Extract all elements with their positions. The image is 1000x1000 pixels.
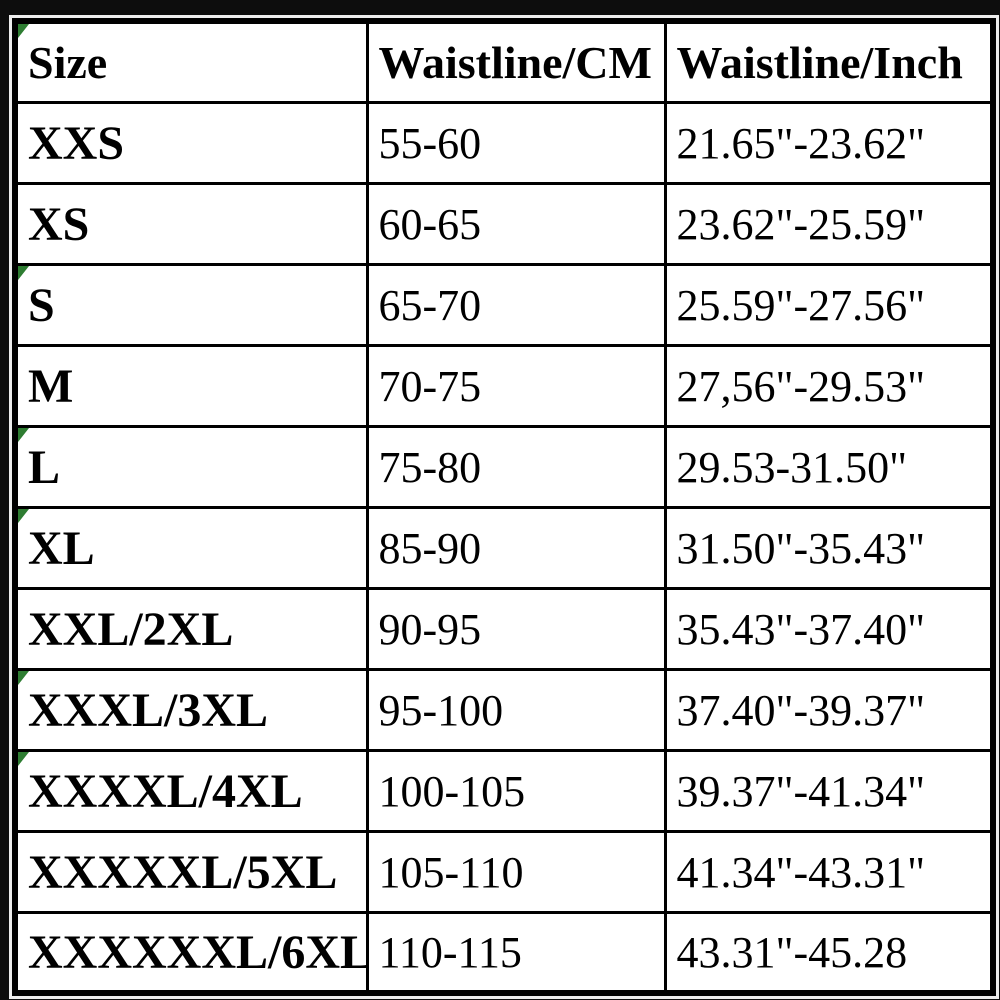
size-label: XXXXXL/5XL (28, 845, 338, 899)
size-cell: M (13, 343, 369, 428)
size-cell: L (13, 424, 369, 509)
size-cell: XXXXXXL/6XL (13, 910, 369, 995)
table-row: S 65-70 25.59"-27.56" (13, 262, 995, 347)
size-cell: XS (13, 181, 369, 266)
waistline-inch-value: 39.37"-41.34" (676, 766, 926, 816)
waistline-cm-cell: 105-110 (365, 829, 667, 914)
waistline-inch-value: 29.53-31.50" (676, 442, 908, 492)
cell-corner-marker (18, 24, 29, 38)
cell-corner-marker (18, 510, 29, 523)
header-label-waistline-inch: Waistline/Inch (676, 37, 963, 89)
waistline-cm-cell: 90-95 (365, 586, 667, 671)
size-cell: XXXXL/4XL (13, 748, 369, 833)
waistline-cm-value: 65-70 (378, 280, 482, 330)
size-label: XXXL/3XL (28, 683, 269, 737)
waistline-inch-value: 25.59"-27.56" (676, 280, 926, 330)
waistline-cm-cell: 60-65 (365, 181, 667, 266)
size-cell: XXL/2XL (13, 586, 369, 671)
waistline-cm-cell: 75-80 (365, 424, 667, 509)
table-row: XXXL/3XL 95-100 37.40"-39.37" (13, 667, 995, 752)
waistline-inch-value: 35.43"-37.40" (676, 604, 926, 654)
waistline-inch-cell: 29.53-31.50" (663, 424, 995, 509)
size-cell: XL (13, 505, 369, 590)
waistline-inch-value: 21.65"-23.62" (676, 118, 926, 168)
cell-corner-marker (18, 429, 29, 442)
waistline-cm-value: 90-95 (378, 604, 482, 654)
waistline-cm-value: 70-75 (378, 361, 482, 411)
waistline-inch-cell: 25.59"-27.56" (663, 262, 995, 347)
waistline-inch-cell: 21.65"-23.62" (663, 100, 995, 185)
waistline-inch-cell: 35.43"-37.40" (663, 586, 995, 671)
cell-corner-marker (18, 267, 29, 280)
table-row: M 70-75 27,56"-29.53" (13, 343, 995, 428)
waistline-inch-value: 31.50"-35.43" (676, 523, 926, 573)
waistline-inch-cell: 37.40"-39.37" (663, 667, 995, 752)
header-row: Size Waistline/CM Waistline/Inch (13, 19, 995, 104)
cell-corner-marker (18, 753, 29, 766)
size-label: XS (28, 197, 90, 251)
waistline-inch-cell: 27,56"-29.53" (663, 343, 995, 428)
waistline-cm-value: 100-105 (378, 766, 526, 816)
header-label-waistline-cm: Waistline/CM (378, 37, 652, 89)
size-label: M (28, 359, 74, 413)
table-row: L 75-80 29.53-31.50" (13, 424, 995, 509)
size-cell: XXXL/3XL (13, 667, 369, 752)
waistline-inch-value: 43.31"-45.28 (676, 927, 908, 977)
waistline-cm-value: 55-60 (378, 118, 482, 168)
size-label: XXXXXXL/6XL (28, 925, 367, 979)
table-row: XXL/2XL 90-95 35.43"-37.40" (13, 586, 995, 671)
waistline-inch-cell: 31.50"-35.43" (663, 505, 995, 590)
size-label: XXL/2XL (28, 602, 234, 656)
waistline-inch-value: 27,56"-29.53" (676, 361, 926, 411)
waistline-cm-value: 105-110 (378, 847, 524, 897)
waistline-cm-value: 95-100 (378, 685, 504, 735)
size-cell: S (13, 262, 369, 347)
table-body: XXS 55-60 21.65"-23.62" XS 60-65 23.62"-… (13, 100, 995, 995)
waistline-cm-value: 60-65 (378, 199, 482, 249)
waistline-cm-cell: 55-60 (365, 100, 667, 185)
waistline-inch-cell: 43.31"-45.28 (663, 910, 995, 995)
table-row: XL 85-90 31.50"-35.43" (13, 505, 995, 590)
waistline-inch-cell: 41.34"-43.31" (663, 829, 995, 914)
size-label: XL (28, 521, 95, 575)
waistline-inch-value: 23.62"-25.59" (676, 199, 926, 249)
waistline-cm-value: 110-115 (378, 927, 522, 977)
table-row: XXXXXL/5XL 105-110 41.34"-43.31" (13, 829, 995, 914)
waistline-cm-cell: 85-90 (365, 505, 667, 590)
size-label: L (28, 440, 61, 494)
table-header: Size Waistline/CM Waistline/Inch (13, 19, 995, 104)
size-cell: XXXXXL/5XL (13, 829, 369, 914)
size-label: S (28, 278, 55, 332)
waistline-cm-cell: 70-75 (365, 343, 667, 428)
table-row: XXXXXXL/6XL 110-115 43.31"-45.28 (13, 910, 995, 995)
header-cell-waistline-inch: Waistline/Inch (663, 19, 995, 104)
table-row: XXXXL/4XL 100-105 39.37"-41.34" (13, 748, 995, 833)
waistline-cm-value: 85-90 (378, 523, 482, 573)
header-cell-size: Size (13, 19, 369, 104)
waistline-cm-cell: 95-100 (365, 667, 667, 752)
waistline-inch-cell: 23.62"-25.59" (663, 181, 995, 266)
size-chart-table: Size Waistline/CM Waistline/Inch XXS 55-… (12, 18, 996, 996)
waistline-cm-cell: 65-70 (365, 262, 667, 347)
size-cell: XXS (13, 100, 369, 185)
waistline-inch-value: 41.34"-43.31" (676, 847, 926, 897)
waistline-inch-value: 37.40"-39.37" (676, 685, 926, 735)
size-label: XXS (28, 116, 125, 170)
header-cell-waistline-cm: Waistline/CM (365, 19, 667, 104)
table-row: XXS 55-60 21.65"-23.62" (13, 100, 995, 185)
waistline-inch-cell: 39.37"-41.34" (663, 748, 995, 833)
table-row: XS 60-65 23.62"-25.59" (13, 181, 995, 266)
waistline-cm-value: 75-80 (378, 442, 482, 492)
cell-corner-marker (18, 672, 29, 685)
size-label: XXXXL/4XL (28, 764, 303, 818)
header-label-size: Size (28, 37, 108, 89)
waistline-cm-cell: 110-115 (365, 910, 667, 995)
waistline-cm-cell: 100-105 (365, 748, 667, 833)
